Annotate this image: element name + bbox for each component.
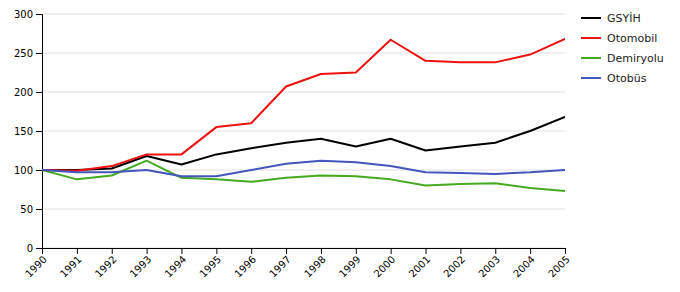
y-tick: 300 [14,9,42,20]
x-tick-label: 2005 [546,254,572,280]
y-tick-label: 150 [14,126,33,137]
legend-item: GSYİH [581,12,641,25]
legend-item: Otobüs [581,72,647,85]
y-tick-mark [36,14,42,15]
x-tick-label: 1995 [197,254,223,280]
x-tick-mark [286,248,287,254]
x-tick-label: 1992 [93,254,119,280]
grid-line [42,53,565,54]
x-tick-mark [216,248,217,254]
y-tick: 200 [14,87,42,98]
legend-item: Demiryolu [581,52,664,65]
grid-line [42,209,565,210]
x-tick: 1992 [93,248,119,279]
legend: GSYİH Otomobil Demiryolu Otobüs [581,12,664,85]
y-tick-mark [36,92,42,93]
y-tick: 0 [27,243,42,254]
x-axis-line [43,249,566,255]
x-tick: 2005 [546,248,572,279]
x-axis: 1990 1991 1992 1993 1994 1995 1996 1997 1998 1999… [23,248,572,279]
lines [42,39,565,191]
x-tick: 2001 [407,248,433,279]
legend-label: Demiryolu [607,52,664,65]
y-tick-mark [36,170,42,171]
legend-label: Otobüs [607,72,647,85]
x-tick: 2002 [441,248,467,279]
x-tick-mark [391,248,392,254]
series-line [42,161,565,191]
y-tick-mark [36,53,42,54]
x-tick-label: 1991 [58,254,84,280]
y-tick-mark [36,209,42,210]
y-tick-label: 200 [14,87,33,98]
x-tick: 1994 [163,248,189,279]
x-tick-mark [251,248,252,254]
x-tick-mark [495,248,496,254]
x-tick-label: 1996 [232,254,258,280]
x-tick: 1997 [267,248,293,279]
x-tick: 1995 [197,248,223,279]
x-tick-mark [460,248,461,254]
series-line [42,39,565,171]
chart-svg: 1990 1991 1992 1993 1994 1995 1996 1997 1998 1999… [0,0,680,292]
x-tick: 1993 [128,248,154,279]
y-tick-label: 50 [20,204,33,215]
x-tick-mark [426,248,427,254]
x-tick-mark [565,248,566,254]
y-tick-label: 250 [14,48,33,59]
x-tick-label: 2000 [372,254,398,280]
grid-line [42,131,565,132]
y-tick: 250 [14,48,42,59]
y-tick: 100 [14,165,42,176]
x-tick-label: 1999 [337,254,363,280]
y-tick: 150 [14,126,42,137]
x-tick: 2003 [476,248,502,279]
x-tick-label: 2004 [511,254,537,280]
y-tick-mark [36,248,42,249]
legend-label: Otomobil [607,32,657,45]
chart-container: 1990 1991 1992 1993 1994 1995 1996 1997 1998 1999… [0,0,680,292]
legend-swatch [581,37,601,39]
x-tick-mark [530,248,531,254]
x-tick-label: 1998 [302,254,328,280]
x-tick-mark [147,248,148,254]
y-axis: 0 50 100 150 200 250 300 [14,9,43,254]
legend-item: Otomobil [581,32,657,45]
legend-label: GSYİH [607,12,641,25]
x-tick-mark [321,248,322,254]
grid-line [42,14,565,15]
x-tick-label: 1997 [267,254,293,280]
x-tick: 1998 [302,248,328,279]
y-tick: 50 [20,204,42,215]
x-tick: 1991 [58,248,84,279]
y-axis-line [36,15,43,249]
x-tick-mark [77,248,78,254]
x-tick-label: 1993 [128,254,154,280]
legend-swatch [581,17,601,19]
legend-swatch [581,77,601,79]
x-tick-label: 2002 [441,254,467,280]
x-tick-mark [356,248,357,254]
y-tick-mark [36,131,42,132]
x-tick-mark [112,248,113,254]
x-tick: 2000 [372,248,398,279]
x-tick: 2004 [511,248,537,279]
legend-swatch [581,57,601,59]
y-tick-label: 300 [14,9,33,20]
grid-line [42,92,565,93]
x-tick-label: 2003 [476,254,502,280]
series-line [42,161,565,177]
x-tick: 1996 [232,248,258,279]
grid-line [42,170,565,171]
x-tick: 1999 [337,248,363,279]
x-tick-label: 1990 [23,254,49,280]
x-tick-label: 1994 [163,254,189,280]
x-tick-mark [181,248,182,254]
y-tick-label: 0 [27,243,33,254]
plot: 1990 1991 1992 1993 1994 1995 1996 1997 1998 1999… [14,9,572,280]
x-tick-label: 2001 [407,254,433,280]
grid [42,14,565,248]
y-tick-label: 100 [14,165,33,176]
